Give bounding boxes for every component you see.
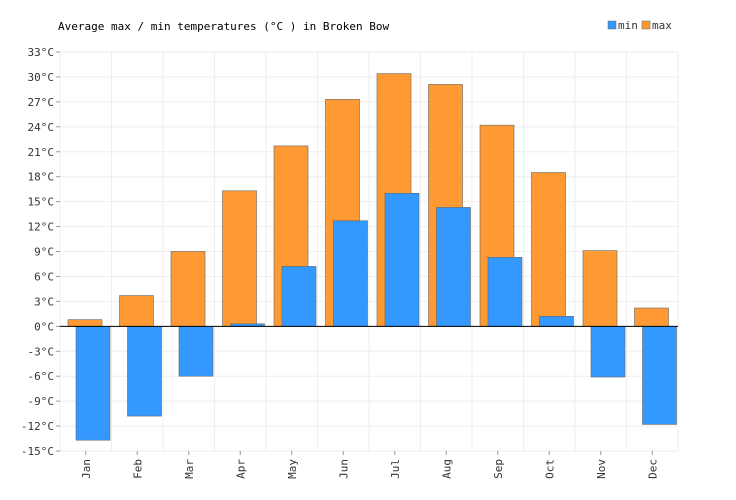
- x-tick-label: Nov: [595, 459, 608, 479]
- grid-lines: [59, 51, 679, 452]
- bar-min-jun: [333, 220, 368, 327]
- bar-min-oct: [539, 316, 574, 327]
- y-tick-label: 15°C: [28, 196, 55, 209]
- bar-max-mar: [170, 251, 206, 327]
- y-tick-label: -9°C: [28, 395, 55, 408]
- y-tick-label: 3°C: [34, 295, 54, 308]
- x-tick-label: Jun: [337, 459, 350, 479]
- x-tick-label: Oct: [543, 459, 556, 479]
- x-tick-label: Dec: [646, 459, 659, 479]
- y-tick-label: -3°C: [28, 345, 55, 358]
- legend-label-max: max: [652, 19, 672, 32]
- bar-min-dec: [642, 326, 677, 425]
- chart-title: Average max / min temperatures (°C ) in …: [58, 20, 390, 33]
- legend-swatch-min: [607, 20, 617, 30]
- y-tick-label: -15°C: [21, 445, 54, 458]
- bar-max-dec: [634, 307, 669, 327]
- y-tick-label: 21°C: [28, 146, 55, 159]
- y-tick-label: 18°C: [28, 171, 55, 184]
- x-tick-label: Jan: [80, 459, 93, 479]
- y-tick-label: -6°C: [28, 370, 55, 383]
- y-tick-label: 27°C: [28, 96, 55, 109]
- y-axis: -15°C -12°C -9°C -6°C -3°C 0°C 3°C 6°C 9°C 12°C 15…: [21, 46, 60, 458]
- x-tick-label: Apr: [234, 459, 247, 479]
- bar-max-nov: [582, 250, 618, 327]
- legend-label-min: min: [618, 19, 638, 32]
- x-tick-label: Aug: [440, 459, 453, 479]
- bar-min-mar: [178, 326, 214, 377]
- bar-min-may: [281, 266, 317, 327]
- y-tick-label: 24°C: [28, 121, 55, 134]
- legend-swatch-max: [641, 20, 651, 30]
- bar-min-nov: [590, 326, 626, 378]
- bar-min-aug: [436, 207, 471, 327]
- bar-min-jan: [75, 326, 111, 441]
- legend: min max: [607, 19, 672, 32]
- y-tick-label: 30°C: [28, 71, 55, 84]
- bar-min-feb: [127, 326, 162, 417]
- y-tick-label: 9°C: [34, 246, 54, 259]
- x-tick-label: Mar: [183, 459, 196, 479]
- y-tick-label: 0°C: [34, 320, 54, 333]
- y-tick-label: 12°C: [28, 221, 55, 234]
- min-series-bars: [75, 193, 677, 441]
- y-tick-label: 6°C: [34, 270, 54, 283]
- bar-min-jul: [384, 193, 420, 327]
- x-axis: Jan Feb Mar Apr May Jun Jul Aug Sep Oct Nov Dec: [80, 451, 659, 479]
- bar-max-oct: [531, 172, 566, 327]
- x-tick-label: Sep: [492, 459, 505, 479]
- bar-max-apr: [222, 190, 257, 327]
- x-tick-label: Jul: [389, 459, 402, 479]
- bar-min-sep: [487, 257, 523, 327]
- y-tick-label: 33°C: [28, 46, 55, 59]
- bar-max-feb: [119, 295, 154, 327]
- x-tick-label: May: [286, 459, 299, 479]
- y-tick-label: -12°C: [21, 420, 54, 433]
- bar-max-jan: [67, 319, 103, 327]
- x-tick-label: Feb: [131, 459, 144, 479]
